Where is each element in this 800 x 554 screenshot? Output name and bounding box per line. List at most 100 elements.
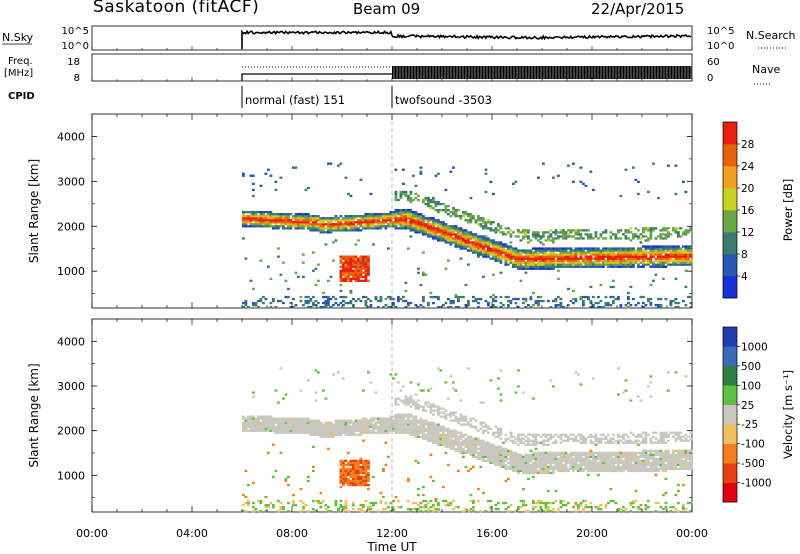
echo-cell xyxy=(664,229,668,232)
echo-cell xyxy=(294,425,298,428)
echo-cell xyxy=(517,459,520,462)
echo-cell xyxy=(522,267,525,270)
echo-cell xyxy=(342,473,345,477)
echo-cell xyxy=(502,453,505,456)
echo-cell xyxy=(422,223,425,226)
echo-cell xyxy=(389,417,393,420)
echo-cell xyxy=(462,451,465,454)
echo-cell xyxy=(444,429,448,432)
echo-cell xyxy=(509,461,513,464)
echo-cell xyxy=(587,463,590,467)
echo-cell xyxy=(337,423,340,426)
echo-cell xyxy=(394,192,398,196)
echo-cell xyxy=(502,447,505,450)
echo-cell xyxy=(567,235,570,238)
echo-cell xyxy=(599,299,603,303)
echo-cell xyxy=(629,465,633,469)
echo-cell xyxy=(289,419,293,422)
echo-cell xyxy=(427,301,430,305)
echo-cell xyxy=(557,265,560,268)
echo-cell xyxy=(639,453,643,456)
echo-cell xyxy=(509,431,513,434)
echo-cell xyxy=(272,227,275,230)
echo-cell xyxy=(257,419,260,422)
echo-cell xyxy=(559,229,563,232)
echo-cell xyxy=(269,213,273,216)
echo-cell xyxy=(669,263,673,266)
echo-cell xyxy=(407,413,410,416)
echo-cell xyxy=(399,425,403,428)
echo-cell xyxy=(602,231,605,234)
echo-cell xyxy=(547,467,550,471)
echo-cell xyxy=(634,469,638,473)
echo-cell xyxy=(597,441,600,444)
echo-cell xyxy=(284,217,288,220)
echo-cell xyxy=(589,247,593,250)
echo-cell xyxy=(287,219,290,222)
echo-cell xyxy=(532,475,535,479)
echo-cell xyxy=(674,261,678,264)
echo-cell xyxy=(422,233,425,236)
echo-cell xyxy=(482,425,485,428)
echo-cell xyxy=(302,419,305,422)
echo-cell xyxy=(322,427,325,430)
echo-cell xyxy=(524,249,528,252)
echo-cell xyxy=(552,385,555,388)
echo-cell xyxy=(569,255,573,258)
echo-cell xyxy=(547,489,550,493)
echo-cell xyxy=(582,453,585,456)
echo-cell xyxy=(257,415,260,418)
echo-cell xyxy=(437,405,440,408)
echo-cell xyxy=(337,223,340,226)
echo-cell xyxy=(279,215,283,218)
echo-cell xyxy=(557,461,560,464)
echo-cell xyxy=(417,403,420,406)
echo-cell xyxy=(519,506,523,509)
echo-cell xyxy=(312,215,315,218)
echo-cell xyxy=(549,451,553,454)
echo-cell xyxy=(554,304,558,307)
echo-cell xyxy=(287,215,290,218)
echo-cell xyxy=(539,259,543,262)
echo-cell xyxy=(429,453,433,456)
echo-cell xyxy=(324,433,328,436)
echo-cell xyxy=(294,431,298,434)
echo-cell xyxy=(624,231,628,234)
echo-cell xyxy=(282,431,285,434)
echo-cell xyxy=(444,433,448,436)
echo-cell xyxy=(477,301,480,305)
echo-cell xyxy=(589,285,593,289)
echo-cell xyxy=(489,241,493,244)
echo-cell xyxy=(677,263,680,266)
echo-cell xyxy=(309,299,313,303)
echo-cell xyxy=(257,499,260,503)
echo-cell xyxy=(419,425,423,428)
echo-cell xyxy=(342,469,345,473)
echo-cell xyxy=(667,247,670,250)
echo-cell xyxy=(389,373,393,376)
echo-cell xyxy=(359,425,363,428)
echo-cell xyxy=(562,465,565,469)
echo-cell xyxy=(249,421,253,424)
echo-cell xyxy=(374,213,378,216)
echo-cell xyxy=(562,439,565,442)
echo-cell xyxy=(407,247,410,250)
echo-cell xyxy=(637,455,640,458)
echo-cell xyxy=(534,257,538,260)
echo-cell xyxy=(462,455,465,458)
echo-cell xyxy=(527,510,530,513)
echo-cell xyxy=(327,421,330,424)
echo-cell xyxy=(447,443,450,446)
echo-cell xyxy=(599,461,603,464)
echo-cell xyxy=(537,299,540,303)
echo-cell xyxy=(309,427,313,430)
echo-cell xyxy=(587,435,590,438)
echo-cell xyxy=(572,249,575,252)
echo-cell xyxy=(394,429,398,432)
echo-cell xyxy=(567,233,570,236)
echo-cell xyxy=(429,409,433,412)
echo-cell xyxy=(684,253,688,256)
echo-cell xyxy=(372,213,375,216)
echo-cell xyxy=(602,433,605,436)
echo-cell xyxy=(454,229,458,232)
